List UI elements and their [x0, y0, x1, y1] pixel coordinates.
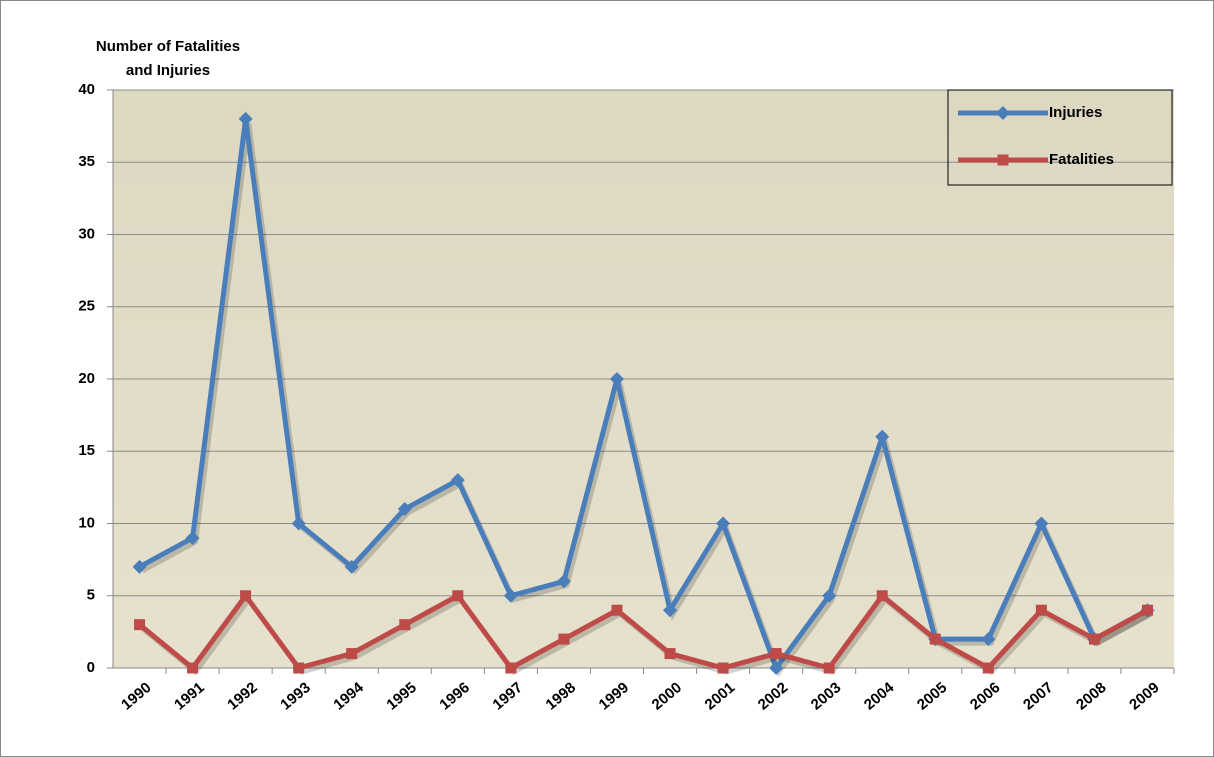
- y-tick-label: 25: [78, 298, 95, 315]
- series-line: [138, 116, 1149, 671]
- point: [876, 590, 888, 602]
- point: [185, 530, 200, 545]
- point: [823, 662, 835, 674]
- point: [611, 604, 623, 616]
- y-tick-label: 10: [78, 514, 95, 531]
- legend-marker: [996, 106, 1010, 120]
- point: [1141, 604, 1153, 616]
- y-tick-label: 30: [78, 225, 95, 242]
- point: [240, 590, 252, 602]
- legend-label: Fatalities: [1049, 151, 1114, 168]
- y-axis-title: and Injuries: [126, 62, 210, 79]
- series-line: [137, 593, 1149, 671]
- point: [981, 632, 996, 647]
- legend: [947, 89, 1173, 186]
- point: [187, 662, 199, 674]
- point: [344, 559, 359, 574]
- point: [399, 619, 411, 631]
- point: [503, 588, 518, 603]
- point: [291, 516, 306, 531]
- point: [293, 662, 305, 674]
- point: [1035, 604, 1047, 616]
- point: [822, 588, 837, 603]
- point: [664, 648, 676, 660]
- y-axis-title: Number of Fatalities: [96, 38, 240, 55]
- point: [1034, 516, 1049, 531]
- point: [556, 574, 571, 589]
- point: [397, 502, 412, 517]
- legend-marker: [997, 154, 1009, 166]
- point: [716, 516, 731, 531]
- point: [238, 111, 253, 126]
- y-tick-label: 5: [87, 587, 95, 604]
- legend-label: Injuries: [1049, 104, 1102, 121]
- point: [929, 633, 941, 645]
- y-tick-label: 20: [78, 370, 95, 387]
- point: [663, 603, 678, 618]
- point: [505, 662, 517, 674]
- y-tick-label: 35: [78, 153, 95, 170]
- point: [1088, 633, 1100, 645]
- point: [134, 619, 146, 631]
- y-tick-label: 15: [78, 442, 95, 459]
- point: [609, 372, 624, 386]
- point: [558, 633, 570, 645]
- point: [769, 661, 784, 675]
- point: [452, 590, 464, 602]
- y-tick-label: 40: [78, 81, 95, 98]
- point: [770, 648, 782, 660]
- point: [982, 662, 994, 674]
- point: [875, 429, 890, 444]
- point: [450, 473, 465, 488]
- y-tick-label: 0: [87, 659, 95, 676]
- point: [717, 662, 729, 674]
- point: [346, 648, 358, 660]
- point: [132, 559, 147, 574]
